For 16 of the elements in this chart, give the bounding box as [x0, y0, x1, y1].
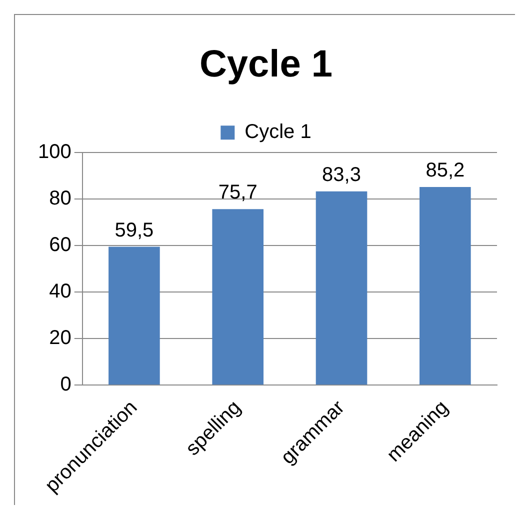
y-tick-label: 20 [49, 327, 72, 350]
data-label: 75,7 [218, 182, 258, 204]
bar [212, 209, 264, 385]
y-tick-label: 60 [49, 234, 72, 256]
bar [316, 191, 368, 385]
y-tick-label: 0 [60, 374, 72, 396]
y-tick-label: 100 [38, 141, 72, 164]
legend-label: Cycle 1 [244, 121, 312, 144]
data-label: 85,2 [426, 160, 465, 182]
y-tick-label: 40 [49, 280, 72, 303]
bar [420, 187, 471, 385]
bar [108, 246, 160, 385]
data-label: 59,5 [114, 219, 154, 242]
y-tick-label: 80 [49, 188, 72, 210]
chart-title: Cycle 1 [199, 43, 333, 86]
data-label: 83,3 [322, 164, 361, 186]
